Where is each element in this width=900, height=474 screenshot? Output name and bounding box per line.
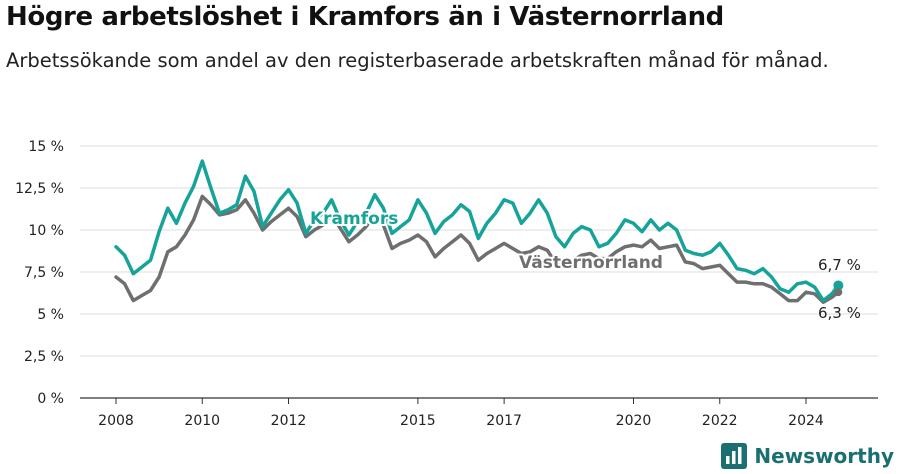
- y-axis-ticks: 0 % 2,5 % 5 % 7,5 % 10 % 12,5 % 15 %: [15, 139, 64, 407]
- x-tick-label: 2008: [98, 413, 134, 429]
- series-lines: [114, 159, 841, 304]
- y-tick-label: 5 %: [37, 307, 64, 323]
- series-line-kramfors: [114, 159, 841, 303]
- x-tick-label: 2022: [702, 413, 738, 429]
- x-axis-ticks: 2008 2010 2012 2015 2017 2020 2022 2024: [98, 398, 824, 429]
- x-tick-label: 2017: [486, 413, 522, 429]
- end-label-kramfors: 6,7 %: [818, 256, 861, 274]
- end-label-vasternorrland: 6,3 %: [818, 304, 861, 322]
- x-tick-label: 2015: [400, 413, 436, 429]
- series-label-kramfors: Kramfors: [310, 209, 398, 229]
- y-tick-label: 15 %: [28, 139, 64, 155]
- end-point-kramfors: [833, 280, 844, 291]
- y-tick-label: 0 %: [37, 391, 64, 407]
- x-tick-label: 2024: [788, 413, 824, 429]
- brand-logo: Newsworthy: [720, 442, 894, 470]
- newsworthy-icon: [721, 443, 748, 469]
- y-tick-label: 12,5 %: [15, 181, 64, 197]
- x-tick-label: 2010: [184, 413, 220, 429]
- series-line-vasternorrland: [114, 194, 841, 304]
- series-label-vasternorrland: Västernorrland: [519, 253, 663, 273]
- grid: [80, 145, 878, 399]
- chart-subtitle: Arbetssökande som andel av den registerb…: [6, 49, 829, 72]
- y-tick-label: 2,5 %: [24, 349, 64, 365]
- end-point-vasternorrland: [834, 288, 843, 297]
- y-tick-label: 10 %: [28, 223, 64, 239]
- brand-name: Newsworthy: [754, 444, 894, 468]
- chart-title: Högre arbetslöshet i Kramfors än i Väste…: [6, 2, 724, 32]
- x-tick-label: 2012: [271, 413, 307, 429]
- x-tick-label: 2020: [616, 413, 652, 429]
- y-tick-label: 7,5 %: [24, 265, 64, 281]
